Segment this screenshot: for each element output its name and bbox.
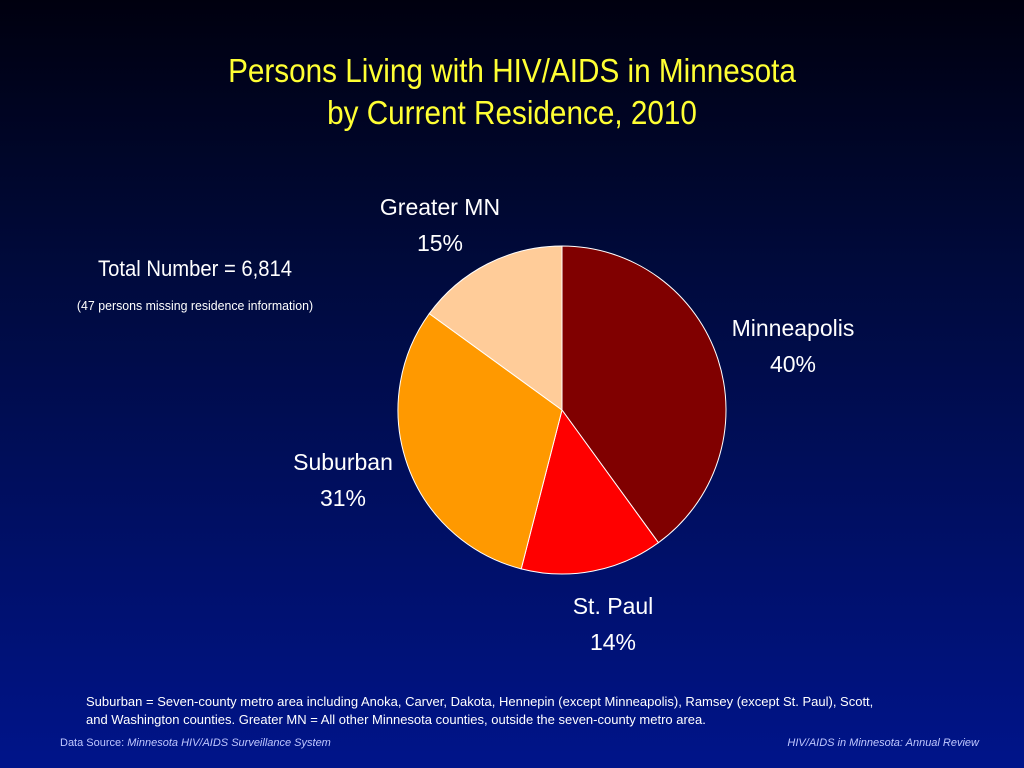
total-number: Total Number = 6,814: [97, 256, 293, 281]
slice-label-minneapolis: Minneapolis: [732, 315, 855, 341]
slice-label-st-paul: St. Paul: [573, 593, 654, 619]
data-source-prefix: Data Source:: [60, 737, 125, 749]
pie-slice-minneapolis: [561, 245, 727, 544]
data-source-name: Minnesota HIV/AIDS Surveillance System: [127, 737, 331, 749]
slice-percent-suburban: 31%: [320, 485, 366, 511]
pie-slice-greater-mn: [428, 245, 563, 411]
pie-slice-st-paul: [520, 408, 660, 575]
pie-slice-suburban: [397, 312, 563, 570]
slice-label-suburban: Suburban: [293, 449, 393, 475]
slice-percent-greater-mn: 15%: [417, 230, 463, 256]
annual-review-label: HIV/AIDS in Minnesota: Annual Review: [787, 737, 979, 749]
title-line-1: Persons Living with HIV/AIDS in Minnesot…: [228, 52, 796, 89]
data-source: Data Source: Minnesota HIV/AIDS Surveill…: [60, 737, 331, 749]
slice-percent-minneapolis: 40%: [770, 351, 816, 377]
chart-title: Persons Living with HIV/AIDS in Minnesot…: [51, 50, 973, 134]
slice-label-greater-mn: Greater MN: [380, 194, 500, 220]
footnote-line-1: Suburban = Seven-county metro area inclu…: [86, 694, 874, 709]
slice-percent-st-paul: 14%: [590, 629, 636, 655]
title-line-2: by Current Residence, 2010: [327, 94, 697, 131]
footnote: Suburban = Seven-county metro area inclu…: [86, 693, 956, 729]
missing-note: (47 persons missing residence informatio…: [76, 298, 314, 313]
footnote-line-2: and Washington counties. Greater MN = Al…: [86, 712, 706, 727]
